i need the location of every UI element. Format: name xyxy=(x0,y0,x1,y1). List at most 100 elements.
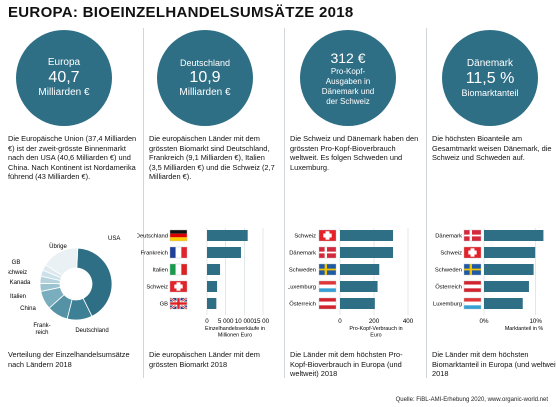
slice-label: Italien xyxy=(10,294,26,300)
slice-label: Kanada xyxy=(10,280,31,286)
europe-column: Europa 40,7 Milliarden € Die Europäische… xyxy=(8,28,140,388)
bar xyxy=(207,247,241,258)
category-label: Österreich xyxy=(435,284,462,291)
bar xyxy=(207,281,218,292)
bar xyxy=(340,264,380,275)
germany-column: Deutschland 10,9 Milliarden € Die europä… xyxy=(137,28,281,388)
category-label: Österreich xyxy=(289,301,316,308)
bar xyxy=(484,298,523,309)
circle-value: 312 € xyxy=(330,50,366,66)
germany-description: Die europäischen Länder mit dem grössten… xyxy=(149,134,275,182)
market-share-bar-chart: 0% 10% Dänemark Schweiz Schweden Österreich Lu… xyxy=(433,228,544,332)
category-label: Schweden xyxy=(289,268,316,274)
flag-deutschland-icon xyxy=(169,229,188,242)
bar xyxy=(207,230,248,241)
donut-slice xyxy=(76,247,113,317)
circle-value: 10,9 xyxy=(189,68,221,86)
bar xyxy=(484,230,544,241)
flag-schweiz-icon xyxy=(463,246,482,259)
tick-label: 10 000 xyxy=(235,318,254,325)
flag-frankreich-icon xyxy=(169,246,188,259)
slice-label: USA xyxy=(108,236,120,242)
flag-sterreich-icon xyxy=(463,280,482,293)
slice-label: reich xyxy=(35,330,48,336)
circle-unit: Milliarden € xyxy=(179,86,231,98)
tick-label: 0 xyxy=(205,318,209,325)
tick-label: 10% xyxy=(529,318,542,325)
germany-circle: Deutschland 10,9 Milliarden € xyxy=(157,30,253,126)
category-label: Deutschland xyxy=(137,234,168,240)
bar xyxy=(340,247,394,258)
market-share-description: Die höchsten Bioanteile am Gesamtmarkt w… xyxy=(432,134,552,163)
per-capita-bar-chart: 0 200 400 Schweiz Dänemark Schweden Luxemburg Ö… xyxy=(288,228,414,339)
circle-unit: Milliarden € xyxy=(38,87,90,98)
slice-label: Übrige xyxy=(49,243,67,250)
tick-label: 0% xyxy=(480,318,489,325)
per-capita-description: Die Schweiz und Dänemark haben den gröss… xyxy=(290,134,419,172)
column-divider xyxy=(143,28,144,378)
category-label: Schweden xyxy=(435,268,462,274)
bar xyxy=(340,298,375,309)
flag-dnemark-icon xyxy=(318,246,337,259)
tick-label: 0 xyxy=(338,318,342,325)
bar xyxy=(484,247,536,258)
slice-label: China xyxy=(20,306,36,312)
bar xyxy=(207,264,221,275)
europe-description: Die Europäische Union (37,4 Milliarden €… xyxy=(8,134,137,182)
category-label: Luxemburg xyxy=(433,302,462,308)
circle-unit: Biomarktanteil xyxy=(461,87,519,98)
slice-label: Schweiz xyxy=(8,270,27,276)
page-title: EUROPA: BIOEINZELHANDELSUMSÄTZE 2018 xyxy=(8,4,354,21)
axis-label: Einzelhandelsverkäufe in xyxy=(205,326,265,332)
bar xyxy=(484,264,534,275)
flag-schweiz-icon xyxy=(318,229,337,242)
slice-label: Frank- xyxy=(33,323,50,329)
germany-caption: Die europäischen Länder mit dem grössten… xyxy=(149,350,260,369)
category-label: Dänemark xyxy=(435,234,462,240)
category-label: GB xyxy=(160,302,169,308)
circle-value: 11,5 % xyxy=(465,69,515,87)
per-capita-caption: Die Länder mit dem höchsten Pro-Kopf-Bio… xyxy=(290,350,403,379)
flag-schweden-icon xyxy=(318,263,337,276)
tick-label: 400 xyxy=(403,318,414,325)
flag-sterreich-icon xyxy=(318,297,337,310)
donut-chart: USA Deutschland Frank-reich China Italien Kan… xyxy=(8,236,120,336)
flag-luxemburg-icon xyxy=(463,297,482,310)
category-label: Schweiz xyxy=(294,234,316,240)
flag-luxemburg-icon xyxy=(318,280,337,293)
donut-slice xyxy=(44,247,79,277)
circle-label: Deutschland xyxy=(179,57,231,68)
flag-italien-icon xyxy=(169,263,188,276)
bar xyxy=(340,230,394,241)
tick-label: 15 000 xyxy=(254,318,269,325)
category-label: Luxemburg xyxy=(288,285,316,291)
category-label: Dänemark xyxy=(289,251,316,257)
axis-label: Pro-Kopf-Verbrauch in xyxy=(349,326,402,332)
circle-line: Ausgaben in xyxy=(325,77,371,86)
slice-label: GB xyxy=(12,260,21,266)
circle-line: Dänemark und xyxy=(321,87,375,96)
circle-label: Europa xyxy=(47,57,81,68)
category-label: Frankreich xyxy=(141,251,168,257)
europe-circle: Europa 40,7 Milliarden € xyxy=(16,30,112,126)
market-share-caption: Die Länder mit dem höchsten Biomarktante… xyxy=(432,350,556,379)
category-label: Schweiz xyxy=(146,285,168,291)
bar xyxy=(340,281,378,292)
category-label: Schweiz xyxy=(440,251,462,257)
flag-schweden-icon xyxy=(463,263,482,276)
slice-label: Deutschland xyxy=(75,328,108,334)
tick-label: 200 xyxy=(369,318,380,325)
market-share-circle: Dänemark 11,5 % Biomarktanteil xyxy=(442,30,538,126)
category-label: Italien xyxy=(153,268,168,274)
axis-label: Marktanteil in % xyxy=(505,326,544,332)
tick-label: 5 000 xyxy=(218,318,234,325)
europe-caption: Verteilung der Einzelhandelsumsätze nach… xyxy=(8,350,130,369)
bar xyxy=(484,281,529,292)
column-divider xyxy=(284,28,285,378)
axis-label: Millionen Euro xyxy=(218,333,252,339)
per-capita-column: 312 € Pro-Kopf- Ausgaben in Dänemark und… xyxy=(288,28,422,388)
axis-label: Euro xyxy=(370,333,381,339)
source-note: Quelle: FiBL-AMI-Erhebung 2020, www.orga… xyxy=(395,397,548,403)
flag-gb-icon xyxy=(169,297,188,310)
